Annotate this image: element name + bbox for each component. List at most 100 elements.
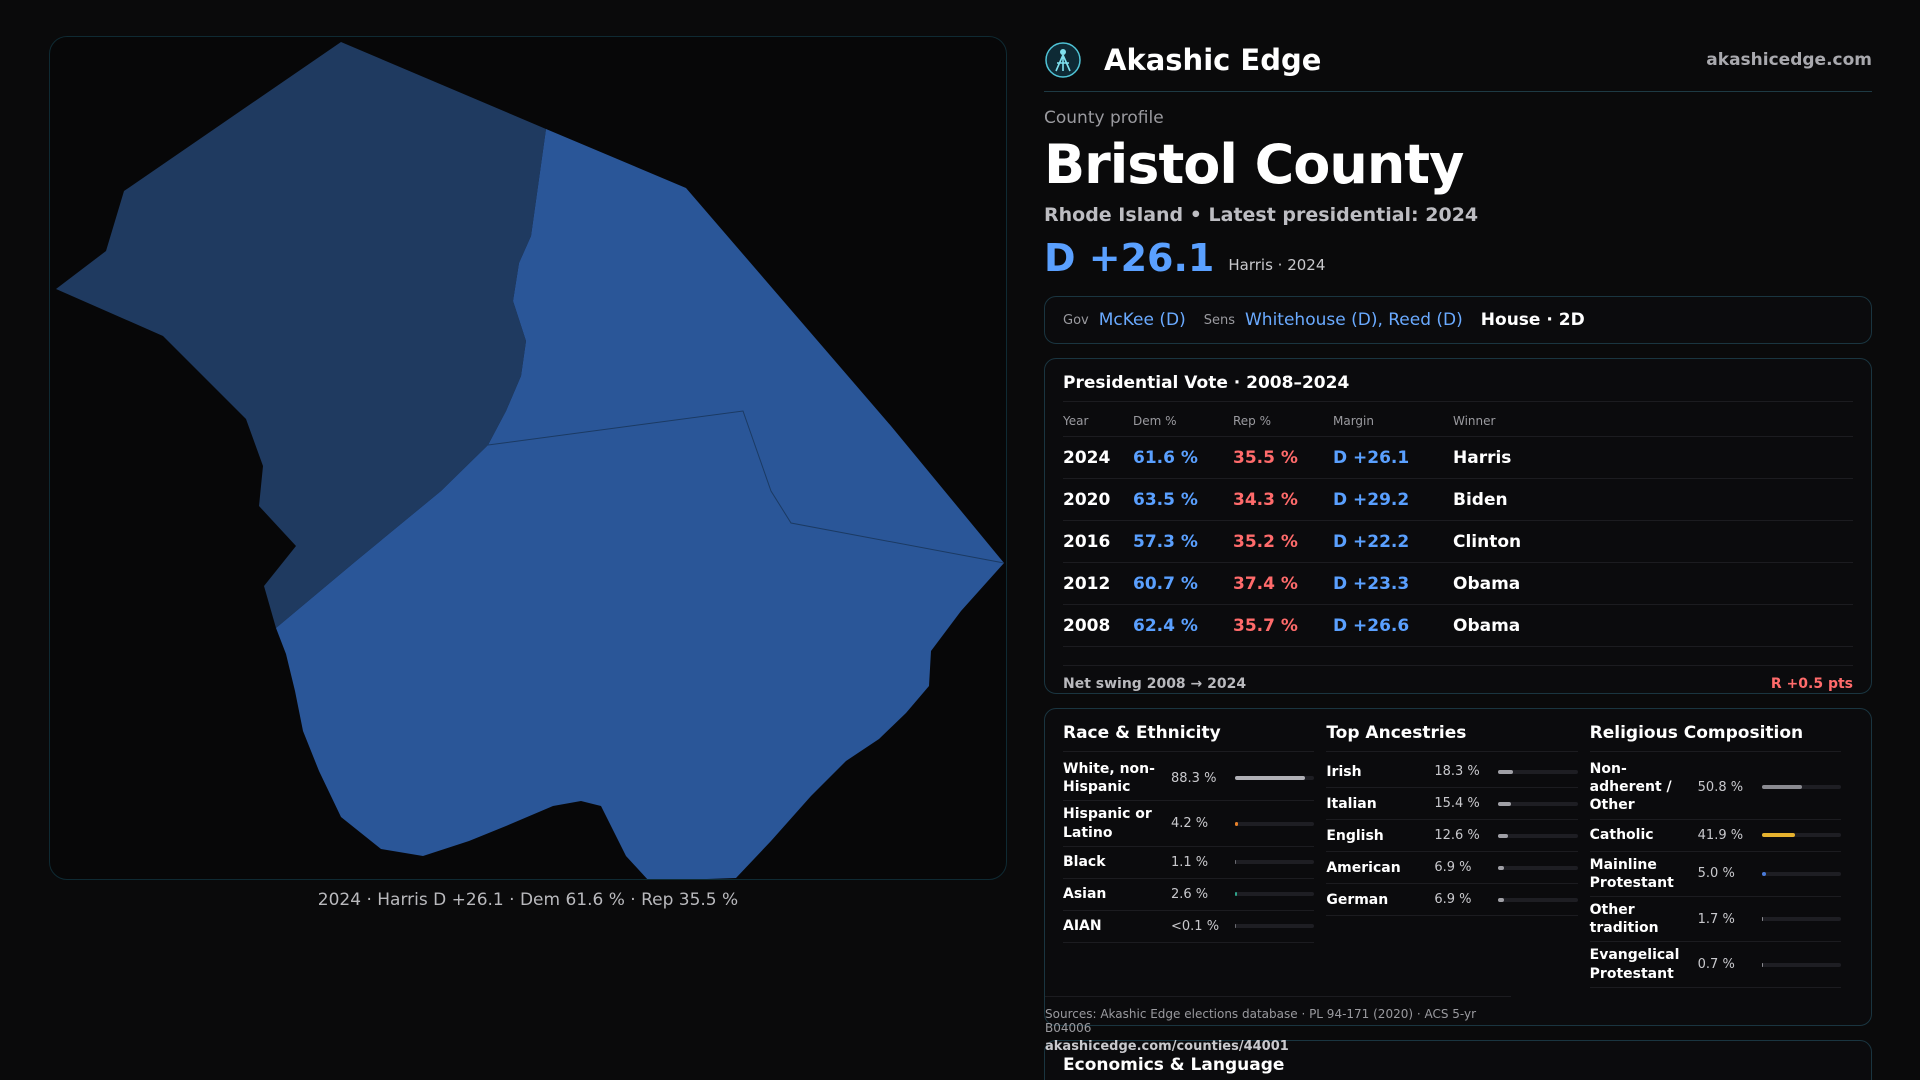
race-row: Black 1.1 % [1063, 847, 1315, 879]
akashic-logo-icon[interactable] [1044, 41, 1082, 79]
county-map[interactable] [49, 36, 1007, 880]
sources-note: Sources: Akashic Edge elections database… [1045, 996, 1511, 1054]
cell-winner: Obama [1453, 562, 1853, 606]
cell-year: 2020 [1063, 478, 1133, 522]
ancestry-bar-fill [1498, 769, 1513, 774]
table-row: 2012 60.7 % 37.4 % D +23.3 Obama [1063, 562, 1853, 606]
religion-row: Evangelical Protestant 0.7 % [1589, 942, 1841, 988]
cell-margin: D +22.2 [1333, 520, 1453, 564]
ancestry-bar [1498, 769, 1578, 774]
religion-row: Mainline Protestant 5.0 % [1589, 852, 1841, 898]
ancestry-bar [1498, 833, 1578, 838]
race-label: White, non-Hispanic [1063, 761, 1155, 796]
ancestry-bar [1498, 801, 1578, 806]
ancestry-label: Italian [1326, 795, 1377, 812]
race-row: White, non-Hispanic 88.3 % [1063, 756, 1315, 802]
gov-label: Gov [1063, 312, 1089, 328]
religion-label: Catholic [1589, 827, 1654, 844]
cell-winner: Clinton [1453, 520, 1853, 564]
ancestry-bar-fill [1498, 897, 1504, 902]
race-value: 88.3 % [1171, 770, 1217, 786]
sources-url[interactable]: akashicedge.com/counties/44001 [1045, 1039, 1289, 1055]
col-margin: Margin [1333, 408, 1453, 438]
race-value: 2.6 % [1171, 886, 1209, 902]
state-line: Rhode Island • Latest presidential: 2024 [1044, 204, 1479, 227]
swing-label: Net swing 2008 → 2024 [1063, 676, 1247, 693]
sens-value[interactable]: Whitehouse (D), Reed (D) [1245, 310, 1463, 331]
ancestry-bar-fill [1498, 865, 1504, 870]
ancestry-label: English [1326, 827, 1384, 844]
religion-label: Evangelical Protestant [1589, 947, 1680, 982]
cell-year: 2012 [1063, 562, 1133, 606]
margin-value: D +26.1 [1044, 236, 1215, 281]
race-bar [1235, 924, 1315, 929]
county-map-svg[interactable] [50, 37, 1007, 880]
officials-bar: Gov McKee (D) Sens Whitehouse (D), Reed … [1044, 296, 1872, 345]
race-bar-fill [1235, 821, 1239, 826]
cell-year: 2008 [1063, 604, 1133, 648]
religion-label: Mainline Protestant [1589, 856, 1674, 891]
table-row: 2020 63.5 % 34.3 % D +29.2 Biden [1063, 478, 1853, 522]
religion-row: Non-adherent / Other 50.8 % [1589, 756, 1841, 820]
cell-year: 2024 [1063, 436, 1133, 480]
religion-value: 41.9 % [1697, 827, 1744, 843]
ancestry-value: 15.4 % [1434, 796, 1480, 812]
map-caption: 2024 · Harris D +26.1 · Dem 61.6 % · Rep… [317, 890, 739, 910]
religion-row: Catholic 41.9 % [1589, 820, 1841, 852]
map-region-main[interactable] [276, 129, 1004, 880]
ancestry-value: 6.9 % [1434, 892, 1472, 908]
table-row: 2024 61.6 % 35.5 % D +26.1 Harris [1063, 436, 1853, 480]
col-dem: Dem % [1133, 408, 1233, 438]
ancestry-label: Irish [1326, 763, 1362, 780]
ancestry-value: 18.3 % [1434, 764, 1480, 780]
cell-dem: 63.5 % [1133, 478, 1233, 522]
county-name: Bristol County [1044, 133, 1464, 196]
race-bar [1235, 892, 1315, 897]
site-link[interactable]: akashicedge.com [1706, 49, 1872, 70]
cell-rep: 34.3 % [1233, 478, 1333, 522]
religion-bar [1761, 871, 1841, 876]
race-bar [1235, 860, 1315, 865]
cell-winner: Obama [1453, 604, 1853, 648]
race-row: AIAN <0.1 % [1063, 911, 1315, 943]
ancestry-row: Irish 18.3 % [1326, 756, 1578, 789]
presidential-table: Year Dem % Rep % Margin Winner 2024 61.6 … [1063, 408, 1853, 648]
ancestry-row: Italian 15.4 % [1326, 788, 1578, 821]
religion-value: 5.0 % [1697, 866, 1735, 882]
col-winner: Winner [1453, 408, 1853, 438]
brand-name[interactable]: Akashic Edge [1104, 42, 1322, 77]
cell-year: 2016 [1063, 520, 1133, 564]
profile-subhead: County profile [1044, 108, 1164, 128]
swing-value: R +0.5 pts [1770, 676, 1853, 693]
net-swing: Net swing 2008 → 2024 R +0.5 pts [1063, 665, 1853, 692]
cell-winner: Harris [1453, 436, 1853, 480]
map-boundary-line [487, 410, 1005, 564]
religion-label: Other tradition [1589, 902, 1659, 937]
table-row: 2016 57.3 % 35.2 % D +22.2 Clinton [1063, 520, 1853, 564]
religion-bar [1761, 833, 1841, 838]
cell-rep: 35.2 % [1233, 520, 1333, 564]
economics-card: Economics & Language [1044, 1040, 1872, 1080]
religion-value: 50.8 % [1697, 779, 1744, 795]
ancestry-row: American 6.9 % [1326, 852, 1578, 885]
religion-label: Non-adherent / Other [1589, 761, 1672, 814]
col-year: Year [1063, 408, 1133, 438]
race-bar-fill [1235, 860, 1237, 865]
race-bar [1235, 776, 1315, 781]
presidential-title: Presidential Vote · 2008–2024 [1063, 373, 1853, 403]
presidential-vote-card: Presidential Vote · 2008–2024 Year Dem %… [1044, 358, 1872, 695]
ancestry-label: German [1326, 891, 1389, 908]
map-region-west[interactable] [56, 42, 546, 628]
race-label: AIAN [1063, 918, 1102, 935]
ancestry-column: Top Ancestries Irish 18.3 % Italian 15.4 % E… [1326, 723, 1578, 1011]
cell-margin: D +26.6 [1333, 604, 1453, 648]
ancestry-row: German 6.9 % [1326, 884, 1578, 917]
house-value[interactable]: House · 2D [1480, 310, 1585, 331]
religion-bar-fill [1761, 833, 1795, 838]
race-label: Hispanic or Latino [1063, 806, 1152, 841]
cell-rep: 37.4 % [1233, 562, 1333, 606]
religion-bar-fill [1761, 917, 1763, 922]
religion-value: 0.7 % [1697, 957, 1735, 973]
gov-value[interactable]: McKee (D) [1098, 310, 1186, 331]
ancestry-bar-fill [1498, 833, 1509, 838]
